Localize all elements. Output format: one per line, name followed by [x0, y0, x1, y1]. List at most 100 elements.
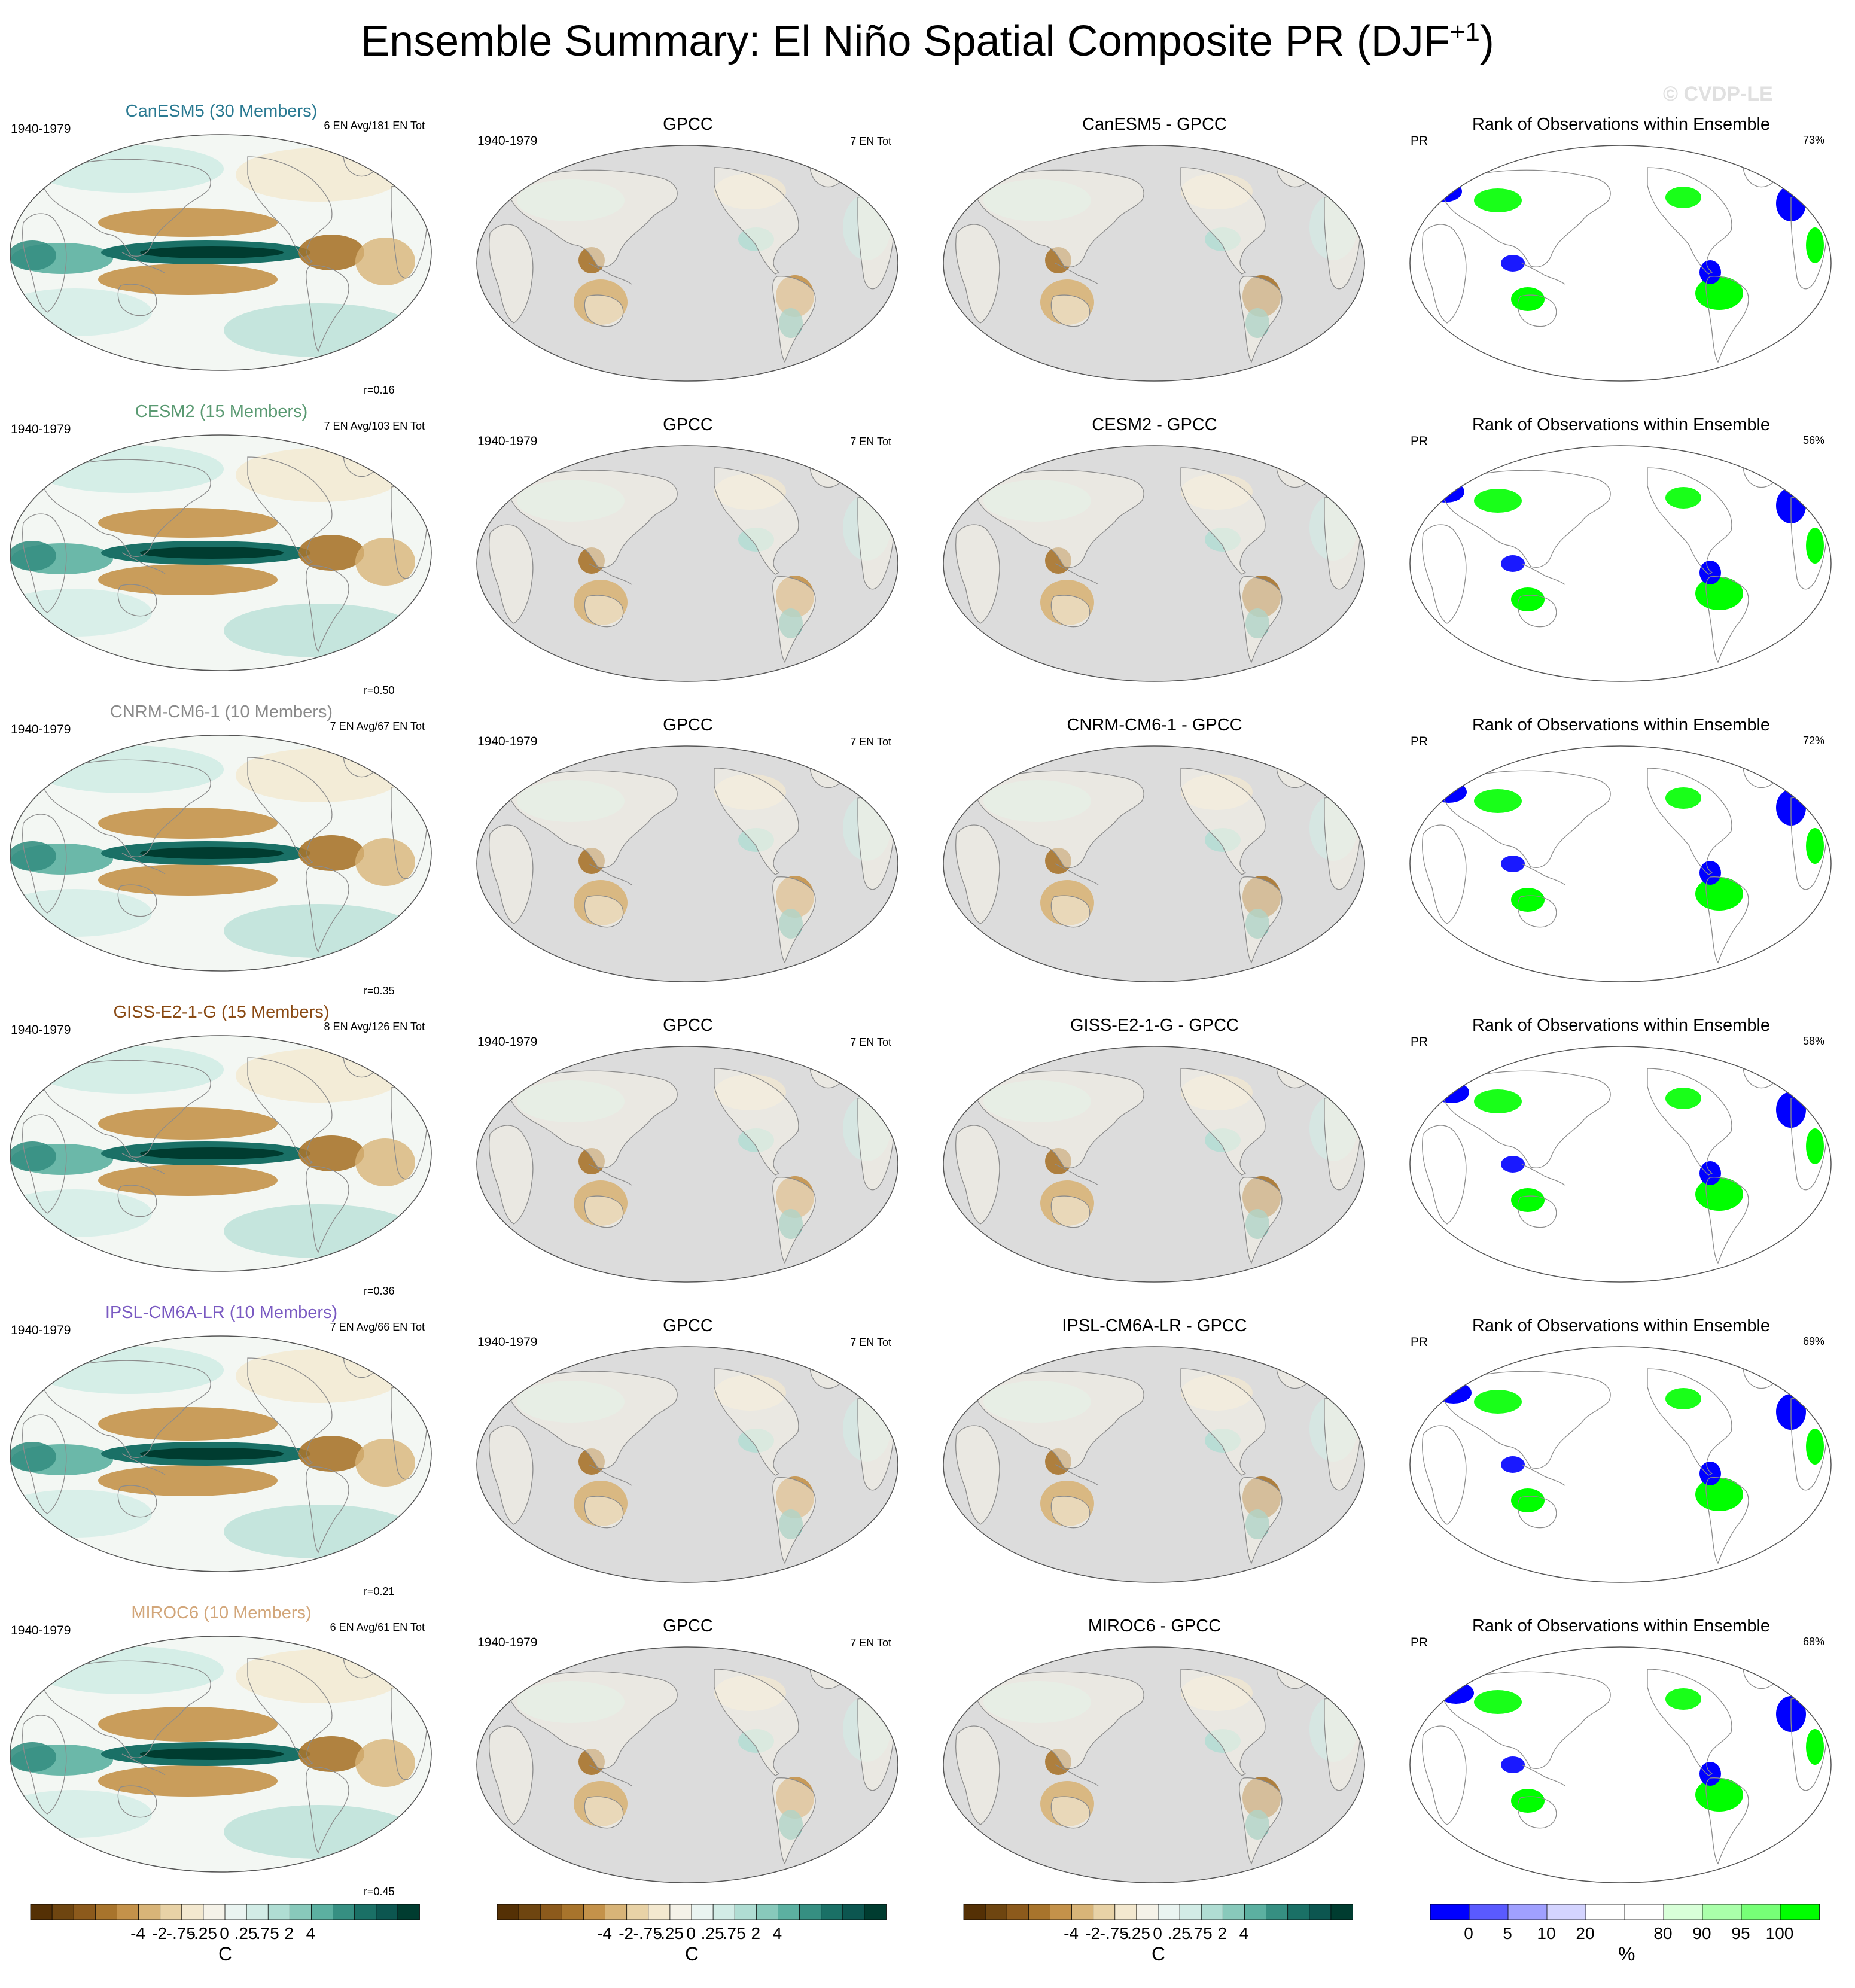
model-panel-title: CanESM5 (30 Members) — [125, 102, 318, 121]
colorbar-swatch — [30, 1904, 53, 1920]
rank-map — [1409, 1646, 1832, 1883]
colorbar-swatch — [1585, 1904, 1625, 1920]
rank-variable: PR — [1411, 1035, 1428, 1049]
rank-percent: 58% — [1802, 1035, 1824, 1047]
obs-composite-panel: GPCC 1940-1979 7 EN Tot — [467, 96, 909, 396]
obs-event-count: 7 EN Tot — [850, 436, 891, 447]
rank-panel-title: Rank of Observations within Ensemble — [1472, 415, 1771, 434]
colorbar-swatch — [1624, 1904, 1664, 1920]
colorbar-tick-label: -2 — [1085, 1924, 1101, 1943]
colorbar-swatch — [1158, 1904, 1181, 1920]
pattern-correlation: r=0.21 — [364, 1585, 395, 1597]
colorbar-swatch — [1287, 1904, 1310, 1920]
colorbar-tick-label: 95 — [1731, 1924, 1750, 1943]
rank-panel-title: Rank of Observations within Ensemble — [1472, 1616, 1771, 1636]
difference-panel-title: CanESM5 - GPCC — [1082, 115, 1227, 134]
difference-panel: GISS-E2-1-G - GPCC — [933, 997, 1376, 1297]
colorbar-swatch — [561, 1904, 584, 1920]
difference-map-frame — [942, 744, 1366, 984]
obs-map — [476, 145, 898, 382]
colorbar-swatch — [1093, 1904, 1116, 1920]
rank-percent: 56% — [1802, 434, 1824, 446]
colorbar-swatch — [691, 1904, 714, 1920]
colorbar-tick-label: .25 — [700, 1924, 724, 1943]
model-period: 1940-1979 — [11, 1323, 71, 1337]
colorbar-tick-label: -.25 — [1121, 1924, 1150, 1943]
obs-panel-title: GPCC — [663, 1016, 713, 1035]
colorbar-swatch — [354, 1904, 377, 1920]
colorbar-tick-label: -.75 — [633, 1924, 662, 1943]
obs-panel-title: GPCC — [663, 716, 713, 735]
model-event-count: 6 EN Avg/61 EN Tot — [330, 1621, 425, 1633]
model-panel-title: MIROC6 (10 Members) — [131, 1603, 312, 1622]
obs-period: 1940-1979 — [477, 434, 538, 448]
panel-row: GISS-E2-1-G (15 Members) 1940-1979 8 EN Av… — [0, 997, 1855, 1297]
obs-composite-panel: GPCC 1940-1979 7 EN Tot — [467, 1597, 909, 1898]
difference-panel-title: GISS-E2-1-G - GPCC — [1070, 1016, 1239, 1035]
rank-variable: PR — [1411, 434, 1428, 448]
model-period: 1940-1979 — [11, 1023, 71, 1037]
rank-panel-title: Rank of Observations within Ensemble — [1472, 1316, 1771, 1335]
rank-panel-title: Rank of Observations within Ensemble — [1472, 1016, 1771, 1035]
rank-map-frame — [1408, 144, 1833, 383]
model-composite-panel: IPSL-CM6A-LR (10 Members) 1940-1979 7 EN A… — [0, 1297, 443, 1597]
figure-title: Ensemble Summary: El Niño Spatial Compos… — [0, 17, 1855, 66]
model-map — [10, 1335, 432, 1572]
colorbar-swatch — [518, 1904, 541, 1920]
obs-map — [476, 445, 898, 682]
obs-map-frame — [475, 1045, 900, 1284]
colorbar-swatch — [1330, 1904, 1353, 1920]
panel-row: IPSL-CM6A-LR (10 Members) 1940-1979 7 EN A… — [0, 1297, 1855, 1597]
figure-title-superscript: +1 — [1449, 17, 1480, 47]
colorbar-swatch — [333, 1904, 355, 1920]
colorbar-tick-label: 5 — [1503, 1924, 1512, 1943]
colorbar-swatch — [648, 1904, 671, 1920]
colorbar-unit: C — [1152, 1943, 1166, 1965]
rank-panel-title: Rank of Observations within Ensemble — [1472, 115, 1771, 134]
diff-map — [943, 445, 1365, 682]
colorbar-swatch — [1071, 1904, 1094, 1920]
model-event-count: 8 EN Avg/126 EN Tot — [324, 1021, 425, 1033]
difference-panel-title: IPSL-CM6A-LR - GPCC — [1062, 1316, 1247, 1335]
colorbar-swatch — [1222, 1904, 1245, 1920]
colorbar-swatch — [1266, 1904, 1289, 1920]
colorbar-swatch — [376, 1904, 398, 1920]
colorbar-tick-label: 10 — [1537, 1924, 1556, 1943]
colorbar-swatch — [1507, 1904, 1548, 1920]
colorbar-swatch — [734, 1904, 757, 1920]
colorbar-swatch — [1244, 1904, 1267, 1920]
colorbar-tick-label: 2 — [751, 1924, 761, 1943]
model-composite-panel: CanESM5 (30 Members) 1940-1979 6 EN Avg/18… — [0, 96, 443, 396]
colorbar-swatch — [1430, 1904, 1470, 1920]
pr-colorbar: -4 -2 -.75 -.25 0.25.75 2 4 C — [497, 1904, 887, 1965]
obs-period: 1940-1979 — [477, 1335, 538, 1349]
colorbar-swatch — [1741, 1904, 1781, 1920]
pr-colorbar: -4 -2 -.75 -.25 0.25.75 2 4 C — [30, 1904, 420, 1965]
model-event-count: 7 EN Avg/67 EN Tot — [330, 720, 425, 732]
obs-map-frame — [475, 744, 900, 984]
rank-variable: PR — [1411, 735, 1428, 748]
rank-map-frame — [1408, 1645, 1833, 1885]
colorbar-swatch — [540, 1904, 563, 1920]
diff-map — [943, 745, 1365, 982]
rank-map-frame — [1408, 1045, 1833, 1284]
obs-map-frame — [475, 144, 900, 383]
colorbar-tick-label: 0 — [220, 1924, 229, 1943]
colorbar-tick-label: 90 — [1692, 1924, 1711, 1943]
colorbar-tick-label: 2 — [284, 1924, 294, 1943]
difference-map-frame — [942, 144, 1366, 383]
rank-colorbar: 0 5 10 20 80 90 95 100% — [1430, 1904, 1820, 1965]
model-period: 1940-1979 — [11, 122, 71, 136]
difference-panel: CanESM5 - GPCC — [933, 96, 1376, 396]
obs-panel-title: GPCC — [663, 1316, 713, 1335]
model-map-frame — [8, 433, 433, 672]
model-panel-title: IPSL-CM6A-LR (10 Members) — [105, 1303, 338, 1322]
obs-map — [476, 1346, 898, 1583]
colorbar-swatch — [985, 1904, 1008, 1920]
difference-panel: CESM2 - GPCC — [933, 396, 1376, 696]
difference-panel-title: CESM2 - GPCC — [1092, 415, 1217, 434]
colorbar-tick-label: 0 — [1153, 1924, 1162, 1943]
panel-row: CanESM5 (30 Members) 1940-1979 6 EN Avg/18… — [0, 96, 1855, 396]
rank-percent: 68% — [1802, 1636, 1824, 1648]
colorbar-tick-label: -.25 — [654, 1924, 684, 1943]
